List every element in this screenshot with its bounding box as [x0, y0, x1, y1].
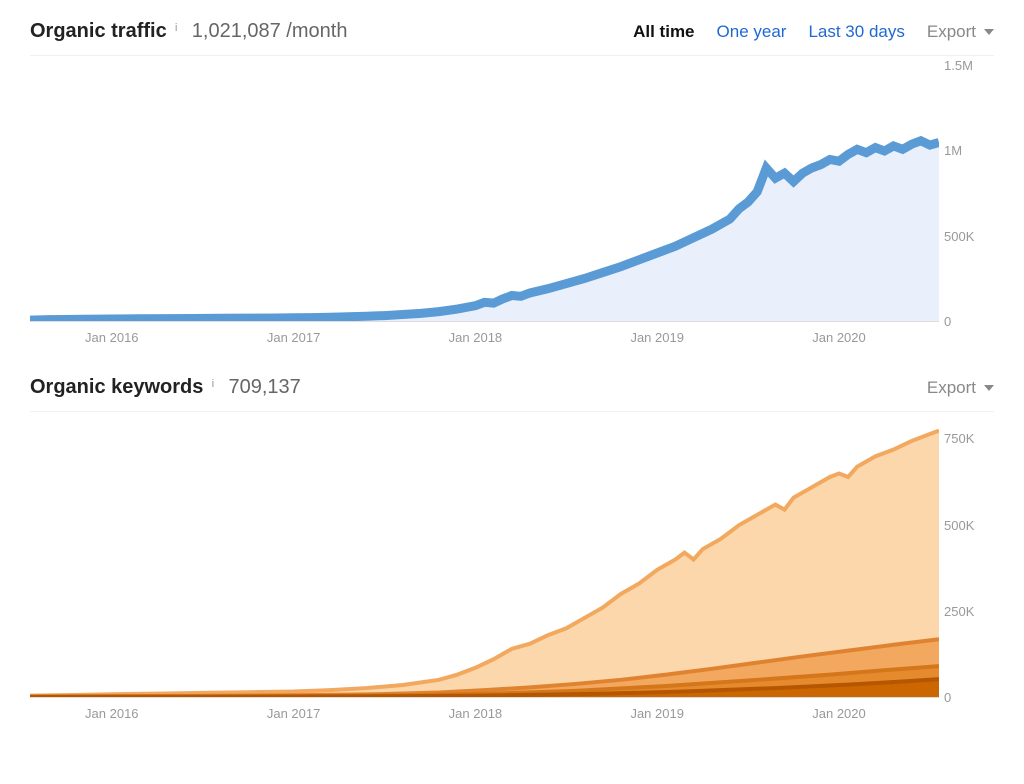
traffic-x-axis: Jan 2016 Jan 2017 Jan 2018 Jan 2019 Jan 2020: [30, 326, 939, 346]
keywords-svg: [30, 422, 939, 697]
keywords-metric: 709,137: [228, 376, 300, 399]
organic-keywords-panel: Organic keywords i 709,137 Export 750K50…: [30, 376, 994, 722]
export-button[interactable]: Export: [927, 22, 994, 42]
export-label: Export: [927, 22, 976, 42]
keywords-title-group: Organic keywords i 709,137: [30, 376, 301, 399]
x-tick: Jan 2017: [267, 330, 321, 345]
export-button[interactable]: Export: [927, 378, 994, 398]
traffic-panel-header: Organic traffic i 1,021,087 /month All t…: [30, 20, 994, 56]
caret-down-icon: [984, 29, 994, 35]
tab-all-time[interactable]: All time: [633, 22, 694, 42]
x-tick: Jan 2016: [85, 330, 139, 345]
x-tick: Jan 2017: [267, 706, 321, 721]
keywords-panel-header: Organic keywords i 709,137 Export: [30, 376, 994, 412]
organic-traffic-panel: Organic traffic i 1,021,087 /month All t…: [30, 20, 994, 346]
keywords-title: Organic keywords: [30, 376, 203, 399]
traffic-plot-area: [30, 66, 939, 322]
info-icon[interactable]: i: [175, 22, 178, 34]
traffic-title-group: Organic traffic i 1,021,087 /month: [30, 20, 347, 43]
keywords-header-controls: Export: [927, 378, 994, 398]
keywords-x-axis: Jan 2016 Jan 2017 Jan 2018 Jan 2019 Jan 2020: [30, 702, 939, 722]
keywords-plot-area: [30, 422, 939, 698]
traffic-title: Organic traffic: [30, 20, 167, 43]
tab-last-30-days[interactable]: Last 30 days: [808, 22, 904, 42]
x-tick: Jan 2016: [85, 706, 139, 721]
x-tick: Jan 2020: [812, 706, 866, 721]
traffic-metric: 1,021,087 /month: [192, 20, 348, 43]
x-tick: Jan 2018: [449, 706, 503, 721]
traffic-svg: [30, 66, 939, 321]
x-tick: Jan 2018: [449, 330, 503, 345]
traffic-chart: 1.5M1M500K0 Jan 2016Jan 2017Jan 2018Jan …: [30, 66, 994, 346]
keywords-chart: 750K500K250K0 Jan 2016Jan 2017Jan 2018Ja…: [30, 422, 994, 722]
tab-one-year[interactable]: One year: [717, 22, 787, 42]
traffic-y-axis: 1.5M1M500K0: [944, 66, 994, 322]
info-icon[interactable]: i: [211, 378, 214, 390]
x-tick: Jan 2019: [630, 330, 684, 345]
caret-down-icon: [984, 385, 994, 391]
time-range-tabs: All time One year Last 30 days: [633, 22, 905, 42]
keywords-y-axis: 750K500K250K0: [944, 422, 994, 698]
x-tick: Jan 2020: [812, 330, 866, 345]
traffic-header-controls: All time One year Last 30 days Export: [633, 22, 994, 42]
x-tick: Jan 2019: [630, 706, 684, 721]
export-label: Export: [927, 378, 976, 398]
